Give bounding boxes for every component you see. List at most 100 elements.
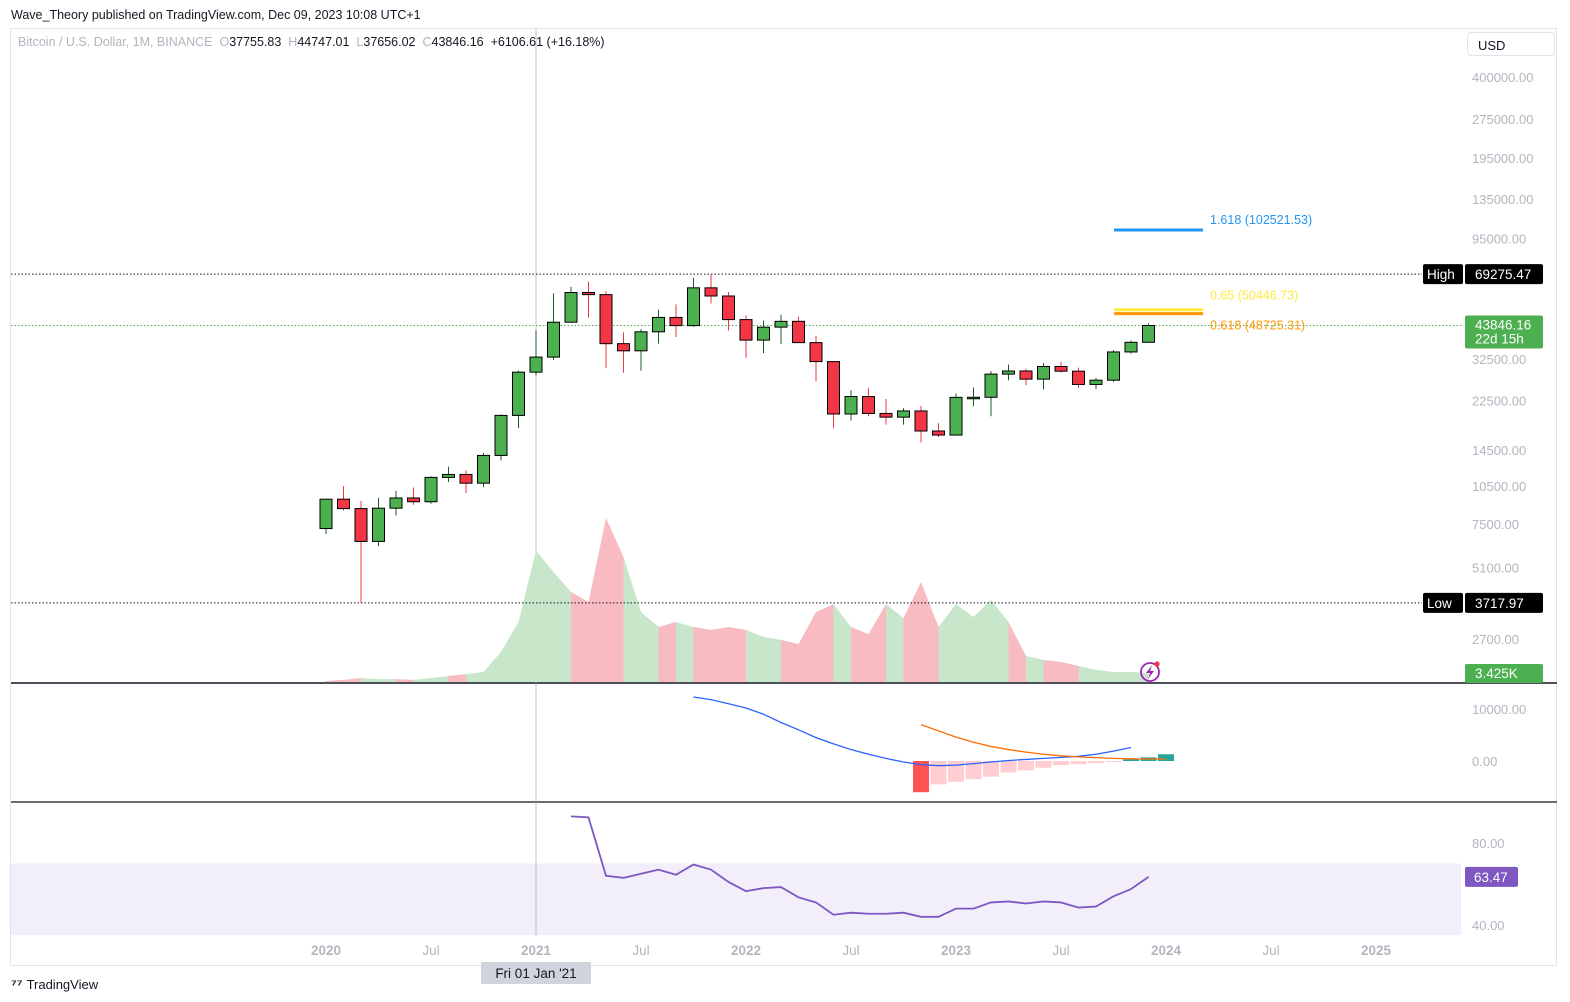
volume-area-segment [991,599,1009,682]
macd-histogram-bar [1000,761,1017,773]
time-axis-tick: 2021 [521,943,552,958]
volume-area-segment [1061,662,1079,682]
candle-down [617,343,630,352]
candle-down [1019,370,1033,380]
extreme-tag-bg [1423,264,1463,285]
volume-area-segment [1043,659,1061,682]
macd-histogram-bar [1070,761,1087,765]
macd-line [693,696,1132,767]
price-axis-tick: 2700.00 [1472,632,1519,647]
volume-area-segment [431,675,449,682]
time-axis-tick: Jul [842,943,859,958]
candle-up [1107,351,1120,381]
candle-down [407,497,420,503]
symbol-title[interactable]: Bitcoin / U.S. Dollar, 1M, BINANCE [18,35,213,49]
price-axis-tick: 32500.00 [1472,352,1526,367]
volume-area-segment [938,604,956,682]
bar-countdown: 22d 15h [1475,331,1524,346]
volume-area-segment [571,592,589,682]
candle-up [529,356,543,373]
volume-area-segment [903,582,921,682]
candle-down [932,430,945,436]
volume-area-segment [921,582,939,682]
high-value: 44747.01 [297,35,350,49]
macd-histogram-bar [930,761,947,785]
volume-area-segment [466,672,484,682]
time-axis-tick: Jul [422,943,439,958]
extreme-value-bg [1465,264,1543,285]
macd-histogram-bar [1018,761,1034,771]
volume-area-segment [361,678,379,682]
volume-area-segment [833,604,851,682]
candle-down [669,316,683,327]
volume-area-segment [1078,665,1096,682]
fib-level-label: 1.618 (102521.53) [1210,213,1312,227]
macd-histogram-bar [913,761,929,793]
volume-area-segment [711,627,729,682]
candle-up [949,396,963,436]
currency-selector[interactable]: USD [1467,32,1555,56]
candle-up [774,320,788,328]
macd-histogram-bar [1088,761,1104,764]
volume-area-segment [448,674,466,682]
candle-down [337,498,350,510]
open-label: O [219,35,230,49]
volume-area-segment [483,652,501,682]
candle-up [1002,370,1015,375]
candle-up [319,498,333,530]
signal-line [920,723,1166,760]
price-axis-tick: 135000.00 [1472,192,1533,207]
volume-area-segment [851,627,869,682]
candle-up [512,371,525,416]
rsi-value-tag [1465,866,1518,887]
rsi-band [11,863,1461,936]
volume-area-segment [641,612,659,682]
volume-area-segment [781,639,799,682]
volume-area-segment [606,518,624,682]
volume-area-segment [553,572,571,682]
volume-area-segment [658,622,676,682]
candle-up [494,414,508,456]
candle-down [582,292,595,296]
extreme-tag-bg [1423,592,1463,613]
rsi-axis-tick: 40.00 [1472,918,1505,933]
candle-down [739,319,753,341]
volume-area-segment [886,604,904,682]
time-axis-tick: 2024 [1151,943,1182,958]
tradingview-logo-icon: ⁷⁷ [11,976,23,992]
price-axis-tick: 95000.00 [1472,232,1526,247]
candle-up [844,396,858,415]
volume-area-segment [1096,669,1114,682]
volume-area-segment [973,599,991,682]
time-axis-tick: 2022 [731,943,761,958]
tradingview-logo[interactable]: ⁷⁷ TradingView [11,976,98,992]
high-label: H [288,35,298,49]
volume-area-segment [343,678,361,682]
volume-area-segment [1008,622,1026,682]
candle-up [1089,379,1103,385]
time-axis-tick: Jul [1262,943,1279,958]
candle-up [564,292,578,323]
close-value: 43846.16 [431,35,484,49]
rsi-last-value: 63.47 [1474,870,1508,885]
candle-down [704,287,718,297]
macd-histogram-bar [1105,761,1122,763]
price-axis-tick: 275000.00 [1472,112,1533,127]
volume-area-segment [1113,672,1131,682]
candle-up [897,410,910,418]
price-axis-tick: 7500.00 [1472,517,1519,532]
volume-area-segment [536,550,554,682]
rsi-line [570,815,1150,918]
price-axis-tick: 14500.00 [1472,443,1526,458]
candle-down [1054,365,1068,372]
symbol-legend: Bitcoin / U.S. Dollar, 1M, BINANCE O3775… [18,35,605,49]
change-value: +6106.61 (+16.18%) [490,35,605,49]
fib-level-label: 0.65 (50446.73) [1210,289,1298,303]
volume-last-value: 3.425K [1475,666,1518,681]
crosshair-date-bg [481,962,591,984]
price-axis-tick: 22500.00 [1472,393,1526,408]
chart-frame [10,28,1557,966]
candle-down [827,361,840,415]
volume-area-segment [501,622,519,682]
